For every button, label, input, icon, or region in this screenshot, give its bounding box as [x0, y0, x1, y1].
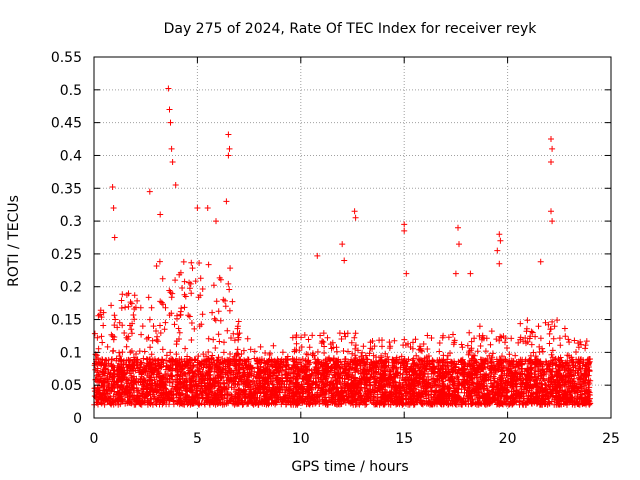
y-tick-label: 0.55: [51, 50, 82, 66]
y-tick-label: 0.25: [51, 247, 82, 263]
chart-title: Day 275 of 2024, Rate Of TEC Index for r…: [164, 21, 538, 37]
y-tick-label: 0.15: [51, 313, 82, 329]
axes: [93, 56, 612, 419]
x-tick-label: 25: [602, 431, 620, 447]
x-tick-label: 15: [395, 431, 413, 447]
y-tick-label: 0.05: [51, 378, 82, 394]
y-tick-label: 0.45: [51, 116, 82, 132]
y-tick-label: 0.35: [51, 181, 82, 197]
y-tick-label: 0.5: [60, 83, 82, 99]
data-points: [91, 85, 594, 408]
roti-points: [91, 85, 594, 408]
x-tick-label: 10: [292, 431, 310, 447]
y-tick-label: 0: [73, 411, 82, 427]
y-axis-label: ROTI / TECUs: [6, 195, 22, 287]
x-tick-label: 5: [193, 431, 202, 447]
y-tick-label: 0.2: [60, 280, 82, 296]
y-tick-label: 0.1: [60, 345, 82, 361]
x-tick-label: 20: [499, 431, 517, 447]
plot-frame: [93, 56, 612, 419]
y-tick-label: 0.4: [60, 148, 82, 164]
x-axis-label: GPS time / hours: [291, 459, 408, 475]
tick-labels: 0 5 10 15 20 25 0 0.05 0.1 0.15 0.2 0.25 0.3 0.35 0.4 0…: [51, 50, 620, 447]
x-tick-label: 0: [90, 431, 99, 447]
y-tick-label: 0.3: [60, 214, 82, 230]
